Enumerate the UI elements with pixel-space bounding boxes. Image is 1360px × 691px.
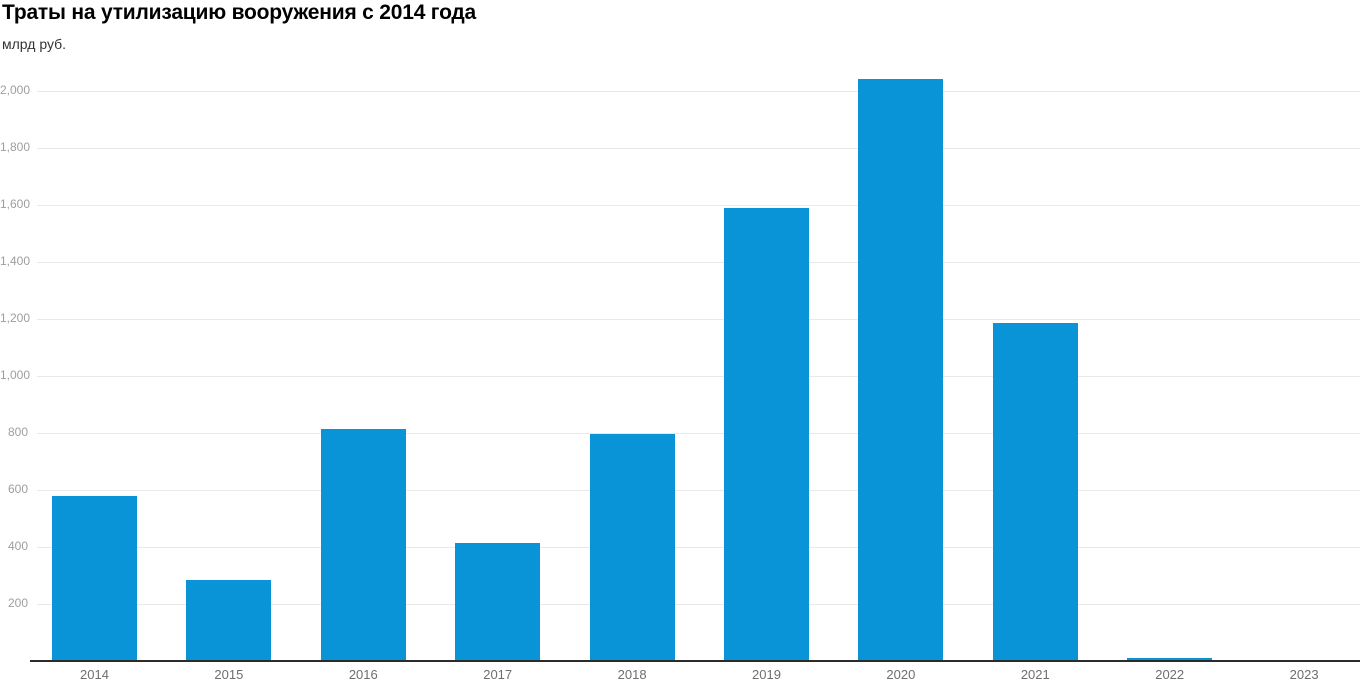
- x-axis-tick-label: 2016: [348, 667, 378, 682]
- x-axis-tick-label: 2022: [1155, 667, 1185, 682]
- x-axis-tick-label: 2018: [617, 667, 647, 682]
- x-axis-tick-label: 2021: [1020, 667, 1050, 682]
- bar-2022: [1127, 657, 1213, 661]
- bar-2020: [858, 78, 944, 661]
- y-axis-tick-label: 200: [7, 596, 28, 610]
- y-axis-tick-label: 1,600: [0, 197, 31, 211]
- y-axis-tick-label: 1,200: [0, 311, 31, 325]
- bar-2015: [186, 579, 272, 661]
- x-axis-tick-label: 2019: [752, 667, 781, 682]
- y-axis-tick-label: 1,800: [0, 140, 31, 154]
- bar-2016: [320, 428, 406, 661]
- x-axis-tick-label: 2014: [80, 667, 109, 682]
- gridline: [37, 432, 1360, 434]
- gridline: [37, 489, 1360, 491]
- gridline: [37, 318, 1360, 320]
- chart-title: Траты на утилизацию вооружения с 2014 го…: [2, 1, 477, 24]
- y-axis-tick-label: 400: [7, 539, 28, 553]
- x-axis-line: [30, 659, 1360, 662]
- gridline: [37, 546, 1360, 548]
- gridline: [37, 90, 1360, 92]
- gridline: [37, 603, 1360, 605]
- bar-2021: [992, 322, 1078, 661]
- y-axis-tick-label: 600: [7, 482, 28, 496]
- x-axis-tick-label: 2020: [886, 667, 916, 682]
- bar-2017: [455, 543, 541, 661]
- bar-2014: [52, 495, 137, 661]
- y-axis-tick-label: 1,400: [0, 254, 31, 268]
- chart-unit-label: млрд руб.: [2, 36, 67, 52]
- bar-2019: [724, 207, 809, 661]
- gridline: [37, 375, 1360, 377]
- x-axis-tick-label: 2017: [483, 667, 513, 682]
- gridline: [37, 204, 1360, 206]
- x-axis-tick-label: 2023: [1289, 667, 1319, 682]
- y-axis-tick-label: 2,000: [0, 83, 31, 97]
- gridline: [37, 261, 1360, 263]
- bar-2018: [589, 434, 675, 661]
- x-axis-tick-label: 2015: [214, 667, 244, 682]
- y-axis-tick-label: 1,000: [0, 368, 31, 382]
- gridline: [37, 147, 1360, 149]
- y-axis-tick-label: 800: [7, 425, 28, 439]
